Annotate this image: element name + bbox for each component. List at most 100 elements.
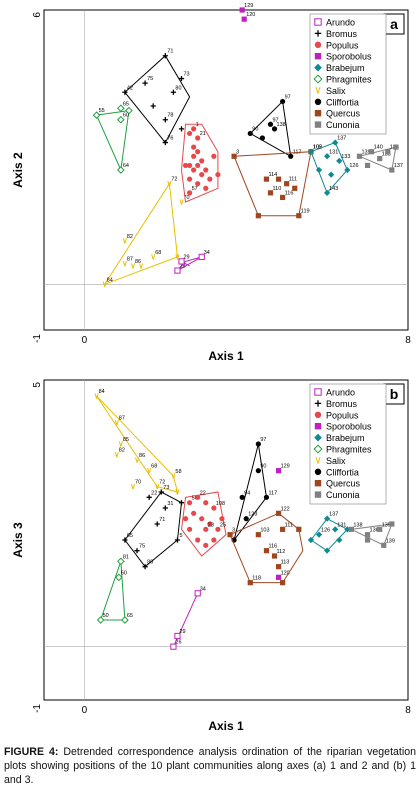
plot-point-bromus <box>162 117 168 123</box>
plot-point-salix <box>130 263 136 269</box>
plot-point-populus <box>182 516 189 522</box>
plot-point-label: 103 <box>260 528 269 534</box>
plot-point-label: 119 <box>301 209 310 215</box>
plot-point-label: 22 <box>200 490 206 496</box>
plot-point-populus <box>191 144 197 150</box>
plot-point-arundo <box>174 632 181 640</box>
plot-point-bromus <box>150 103 156 109</box>
plot-point-bromus <box>162 139 168 146</box>
legend-icon-cunonia <box>314 491 322 498</box>
legend-icon-phragmites <box>313 74 323 84</box>
plot-point-label: 139 <box>361 149 370 155</box>
plot-point-label: 75 <box>147 76 153 82</box>
plot-point-salix <box>155 483 160 490</box>
plot-point-label: 138 <box>353 522 362 528</box>
plot-point-cunonia <box>385 149 391 155</box>
plot-point-label: 23 <box>208 522 214 528</box>
plot-point-cliffortia <box>280 98 286 105</box>
plot-point-salix <box>94 393 99 399</box>
plot-point-label: 75 <box>139 544 145 550</box>
plot-point-label: 82 <box>127 234 133 240</box>
legend-icon-sporobolus <box>314 53 322 60</box>
plot-point-label: 105 <box>313 145 322 151</box>
plot-point-salix <box>102 281 107 288</box>
plot-point-populus <box>211 537 217 543</box>
plot-point-label: 73 <box>184 72 190 78</box>
plot-point-quercus <box>280 526 286 532</box>
community-hull-salix <box>96 395 179 493</box>
plot-point-label: 78 <box>167 113 173 119</box>
plot-point-populus <box>195 537 201 543</box>
plot-point-bromus <box>146 494 152 500</box>
plot-point-quercus <box>263 548 270 554</box>
figure-caption: FIGURE 4: Detrended correspondence analy… <box>4 745 416 787</box>
legend-icon-populus <box>314 41 322 48</box>
plot-point-label: 80 <box>175 85 181 91</box>
plot-point-label: 82 <box>119 448 125 454</box>
plot-point-bromus <box>134 548 140 554</box>
legend-item-brabejum: Brabejum <box>326 433 365 443</box>
legend-item-phragmites: Phragmites <box>326 445 372 455</box>
plot-point-label: 114 <box>268 172 277 178</box>
plot-point-label: 57 <box>192 186 198 192</box>
plot-point-cunonia <box>356 153 363 159</box>
plot-point-arundo <box>170 643 177 650</box>
legend-item-phragmites: Phragmites <box>326 75 372 85</box>
x-tick-label: 0 <box>82 705 88 716</box>
community-quercus: 3 105 114 111 110 116 119 <box>231 145 322 219</box>
plot-point-label: 81 <box>123 554 129 560</box>
plot-point-populus <box>195 181 201 187</box>
plot-point-salix <box>175 489 180 495</box>
legend-icon-quercus <box>314 110 322 117</box>
legend-item-brabejum: Brabejum <box>326 63 365 73</box>
caption-label: FIGURE 4: <box>4 746 59 758</box>
plot-point-phragmites <box>117 115 125 124</box>
community-hull-cliffortia <box>233 443 267 541</box>
plot-point-label: 116 <box>268 544 277 550</box>
plot-point-populus <box>203 542 209 548</box>
community-hull-populus <box>180 491 227 557</box>
community-salix: 84 87 82 86 68 58 72 70 85 <box>94 389 182 495</box>
community-populus: 812157 <box>181 122 221 203</box>
plot-point-label: 28 <box>179 264 185 270</box>
plot-point-quercus <box>267 190 274 196</box>
plot-point-label: 72 <box>171 177 177 183</box>
plot-point-populus <box>195 162 201 169</box>
plot-point-label: 42 <box>127 85 133 91</box>
plot-point-sporobolus <box>275 574 282 580</box>
plot-point-salix <box>114 451 119 458</box>
plot-point-label: 117 <box>268 490 277 496</box>
legend-icon-cliffortia <box>314 468 322 475</box>
community-bromus: 65 22 73 5 80 75 71 31 <box>122 485 185 570</box>
plot-point-populus <box>199 171 205 178</box>
community-arundo: 26 29 34 <box>170 586 206 650</box>
plot-point-label: 133 <box>341 154 350 160</box>
plot-point-sporobolus <box>241 16 247 22</box>
plot-point-label: 64 <box>123 163 129 169</box>
plot-point-label: 136 <box>370 528 379 534</box>
plot-point-cunonia <box>377 155 383 162</box>
plot-point-bromus <box>162 505 168 511</box>
legend-item-quercus: Quercus <box>326 479 361 489</box>
plot-point-populus <box>207 176 213 182</box>
plot-point-label: 60 <box>121 570 127 576</box>
plot-point-label: 135 <box>382 152 391 158</box>
plot-point-brabejum <box>315 166 323 174</box>
x-axis-title: Axis 1 <box>208 719 244 733</box>
plot-point-label: 137 <box>329 512 338 518</box>
plot-point-phragmites <box>117 557 125 566</box>
legend-icon-sporobolus <box>314 423 322 430</box>
plot-point-label: 25 <box>220 522 226 528</box>
plot-point-quercus <box>296 526 302 532</box>
plot-point-populus <box>191 510 197 516</box>
plot-point-arundo <box>178 258 185 265</box>
plot-point-populus <box>187 130 193 137</box>
legend-item-cunonia: Cunonia <box>326 490 360 500</box>
community-hull-arundo <box>177 256 202 272</box>
plot-point-label: 123 <box>248 512 257 518</box>
plot-point-populus <box>215 526 221 532</box>
plot-point-salix <box>151 254 156 260</box>
plot-point-populus <box>203 526 209 532</box>
plot-point-cliffortia <box>247 130 253 137</box>
